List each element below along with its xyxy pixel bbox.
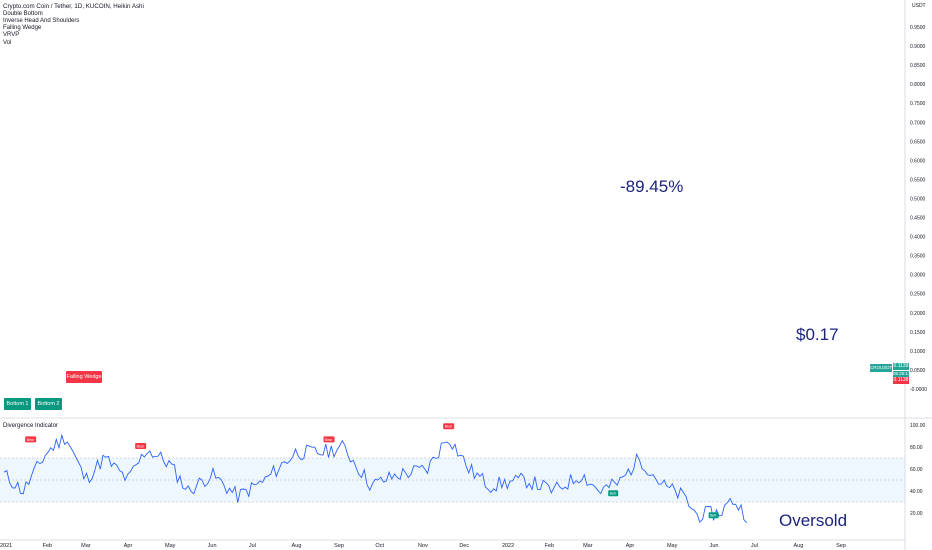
currency-label: USDT [912,3,926,9]
oscillator-tick-label: 40.00 [910,489,923,495]
countdown-tag: 05:25:17 [893,371,911,377]
time-tick-label: Jul [249,543,256,549]
price-tick-label: 0.9500 [910,25,926,31]
time-tick-label: Aug [292,543,302,549]
time-tick-label: Jun [710,543,719,549]
marker-price-tag: 0.1138 [893,377,909,384]
oscillator-line [3,433,747,524]
price-tick-label: 0.5000 [910,196,926,202]
time-tick-label: Nov [418,543,428,549]
symbol-tag: CROUSDT [870,364,893,372]
price-tick-label: 0.2000 [910,311,926,317]
bear-tag-label: Bear [137,445,145,449]
price-tick-label: 0.2500 [910,292,926,298]
time-tick-label: Feb [43,543,52,549]
oscillator-tick-label: 80.00 [910,445,923,451]
oscillator-tick-label: 20.00 [910,511,923,517]
price-tick-label: 0.8000 [910,82,926,88]
price-tick-label: 0.1500 [910,330,926,336]
time-tick-label: 2021 [0,543,12,549]
time-tick-label: Dec [459,543,469,549]
bottom1-tag: Bottom 1 [4,398,31,410]
oscillator-title[interactable]: Divergence Indicator [3,423,59,429]
price-tick-label: 0.7000 [910,120,926,126]
bull-tag [608,490,619,497]
price-tick-label: 0.5500 [910,177,926,183]
chart-text: -89.45% $0.17 [620,177,839,344]
time-tick-label: Mar [583,543,593,549]
price-tick-label: 0.6000 [910,158,926,164]
price-tick-label: 0.9000 [910,44,926,50]
bull-tag [708,512,719,519]
time-tick-label: Aug [793,543,803,549]
bear-tag-label: Bear [445,425,453,429]
price-tick-label: 0.4000 [910,235,926,241]
time-tick-label: May [165,543,176,549]
symbol-title[interactable]: Crypto.com Coin / Tether, 1D, KUCOIN, He… [3,3,144,10]
price-tick-label: 0.0500 [910,368,926,374]
price-tick-label: 0.6500 [910,139,926,145]
last-price-tag: 0.1139 [893,363,909,370]
price-pane-bg [0,0,905,418]
oscillator-tick-label: 100.00 [910,423,926,429]
oversold-label: Oversold [779,511,847,530]
indicator-falling-wedge[interactable]: Falling Wedge [3,25,42,31]
decline-percent-label: -89.45% [620,177,683,196]
time-tick-label: Jun [208,543,217,549]
price-tick-label: 0.4500 [910,216,926,222]
price-tick-label: -0.0000 [910,387,927,393]
indicator-vrvp[interactable]: VRVP [3,32,20,38]
time-tick-label: 2022 [502,543,514,549]
time-tick-label: Jul [751,543,758,549]
price-tick-label: 0.8500 [910,63,926,69]
time-tick-label: May [667,543,678,549]
bear-tag [443,423,455,430]
price-tick-label: 0.1000 [910,349,926,355]
bear-tag-label: Bear [27,438,35,442]
bull-tag-label: Bull [610,492,616,496]
price-tick-label: 0.7500 [910,101,926,107]
time-tick-label: Sep [836,543,846,549]
price-tick-label: 0.3000 [910,273,926,279]
time-tick-label: Sep [334,543,344,549]
bottom2-tag: Bottom 2 [35,398,62,410]
bear-tag-label: Bear [325,438,333,442]
indicator-vol[interactable]: Vol [3,40,12,46]
falling-wedge-tag: Falling Wedge [66,371,102,383]
indicator-inverse-hs[interactable]: Inverse Head And Shoulders [3,18,80,24]
time-tick-label: Apr [124,543,133,549]
price-tick-label: 0.3500 [910,254,926,260]
bear-tag [135,443,147,449]
bull-tag-label: Bull [710,514,716,518]
oscillator-tick-label: 60.00 [910,467,923,473]
time-tick-label: Oct [375,543,384,549]
bear-tag [323,436,335,443]
price-level-label: $0.17 [796,325,839,344]
oscillator-pane: 100.00 80.00 60.00 40.00 20.00 Bear Bear Bear Be… [0,423,926,530]
time-tick-label: Apr [626,543,635,549]
time-tick-label: Feb [545,543,554,549]
bear-tag [25,436,37,443]
indicator-double-bottom[interactable]: Double Bottom [3,11,43,17]
time-tick-label: Mar [81,543,91,549]
